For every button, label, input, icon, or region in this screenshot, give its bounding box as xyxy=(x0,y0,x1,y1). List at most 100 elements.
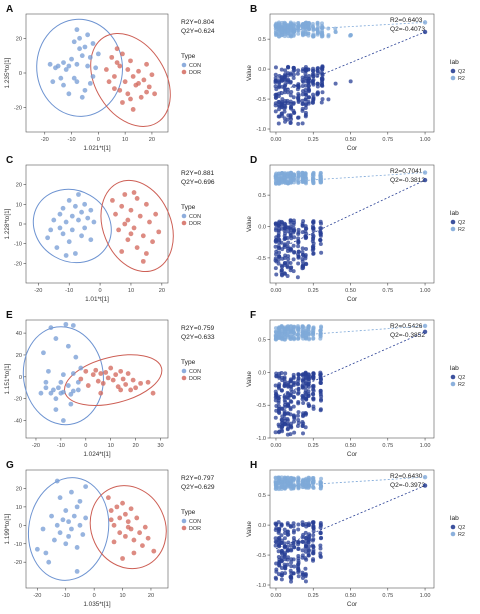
confidence-ellipse xyxy=(89,485,167,570)
q2-point xyxy=(300,246,305,251)
q2-point xyxy=(296,249,301,254)
y-tick-label: 0 xyxy=(19,375,22,381)
data-point xyxy=(85,63,91,69)
data-point xyxy=(71,39,77,45)
q2-point xyxy=(311,237,316,242)
data-point xyxy=(120,376,126,382)
r2-point xyxy=(296,483,301,488)
q2-point xyxy=(303,411,308,416)
q2-point xyxy=(282,536,287,541)
q2-point xyxy=(300,548,305,553)
data-point xyxy=(131,190,137,195)
r2-regression-line xyxy=(275,325,426,338)
legend-marker xyxy=(450,381,456,387)
data-point xyxy=(131,550,137,556)
q2-point xyxy=(291,101,296,106)
x-tick-label: 20 xyxy=(149,137,155,143)
q2-point xyxy=(291,68,296,73)
q2-point xyxy=(295,424,300,429)
q2-point xyxy=(311,396,316,401)
data-point xyxy=(63,541,69,547)
q2-point xyxy=(285,544,290,549)
data-point xyxy=(53,396,59,402)
plot-frame xyxy=(269,319,435,439)
data-point xyxy=(112,86,117,92)
q2-point xyxy=(291,375,296,380)
data-point xyxy=(147,219,152,225)
data-point xyxy=(48,325,54,331)
data-point xyxy=(77,498,83,504)
data-point xyxy=(78,365,84,371)
legend-marker xyxy=(181,525,187,531)
data-point xyxy=(114,504,120,510)
y-tick-label: 0 xyxy=(19,222,22,228)
legend-label: CON xyxy=(189,519,201,525)
data-point xyxy=(117,530,123,536)
q2-point xyxy=(288,218,293,223)
q2-point xyxy=(303,530,308,535)
data-point xyxy=(57,211,63,217)
x-tick-label: 1.00 xyxy=(420,593,431,599)
data-point xyxy=(128,58,133,64)
data-point xyxy=(74,545,80,550)
q2-point xyxy=(304,247,309,252)
data-point xyxy=(66,519,71,525)
x-tick-label: 20 xyxy=(159,288,165,294)
q2-regression-line xyxy=(275,331,426,399)
q2-point xyxy=(291,243,296,248)
r2-point xyxy=(320,25,325,30)
x-tick-label: -10 xyxy=(62,593,70,599)
data-point xyxy=(66,63,72,69)
q2-point xyxy=(279,67,284,72)
data-point xyxy=(50,79,56,85)
data-point xyxy=(119,203,125,209)
q2-point xyxy=(276,94,281,99)
data-point xyxy=(103,67,109,72)
data-point xyxy=(90,41,96,46)
data-point xyxy=(114,60,120,65)
q2-point xyxy=(318,543,323,548)
y-tick-label: -0.5 xyxy=(256,97,266,103)
q2-point xyxy=(279,268,284,273)
data-point xyxy=(123,511,128,517)
data-point xyxy=(68,401,74,407)
r2-point xyxy=(318,328,323,333)
q2-point xyxy=(274,561,279,566)
x-tick-label: 10 xyxy=(119,593,125,599)
q2-point xyxy=(315,73,320,78)
q2-point xyxy=(288,384,293,389)
stat-text: Q2=-0.3973 xyxy=(390,482,425,489)
q2-point xyxy=(288,246,293,251)
data-point xyxy=(156,229,162,235)
q2-point xyxy=(318,398,323,403)
q2-point xyxy=(288,405,293,410)
r2-point xyxy=(319,324,324,329)
q2-point xyxy=(333,81,338,86)
q2-point xyxy=(276,404,281,409)
x-tick-label: 0.50 xyxy=(345,288,356,294)
q2-point xyxy=(288,265,293,270)
y-tick-label: 10 xyxy=(16,202,22,208)
q2-point xyxy=(292,545,297,550)
q2-point xyxy=(311,557,316,562)
q2-original-point xyxy=(422,177,428,183)
panel-label: C xyxy=(6,155,13,166)
x-tick-label: 20 xyxy=(132,443,138,449)
q2-point xyxy=(296,401,301,406)
q2-point xyxy=(296,115,301,120)
plot-frame xyxy=(25,164,169,284)
legend-marker xyxy=(450,226,456,232)
q2-point xyxy=(283,371,288,376)
q2-point xyxy=(296,372,301,377)
q2-point xyxy=(311,383,316,388)
q2-point xyxy=(288,260,293,265)
q2-point xyxy=(311,82,316,87)
data-point xyxy=(90,372,96,378)
q2-point xyxy=(291,269,296,274)
data-point xyxy=(112,74,117,79)
data-point xyxy=(108,508,114,513)
q2-point xyxy=(310,100,315,105)
q2-point xyxy=(285,80,290,85)
q2-point xyxy=(283,68,288,73)
q2-point xyxy=(318,521,323,526)
